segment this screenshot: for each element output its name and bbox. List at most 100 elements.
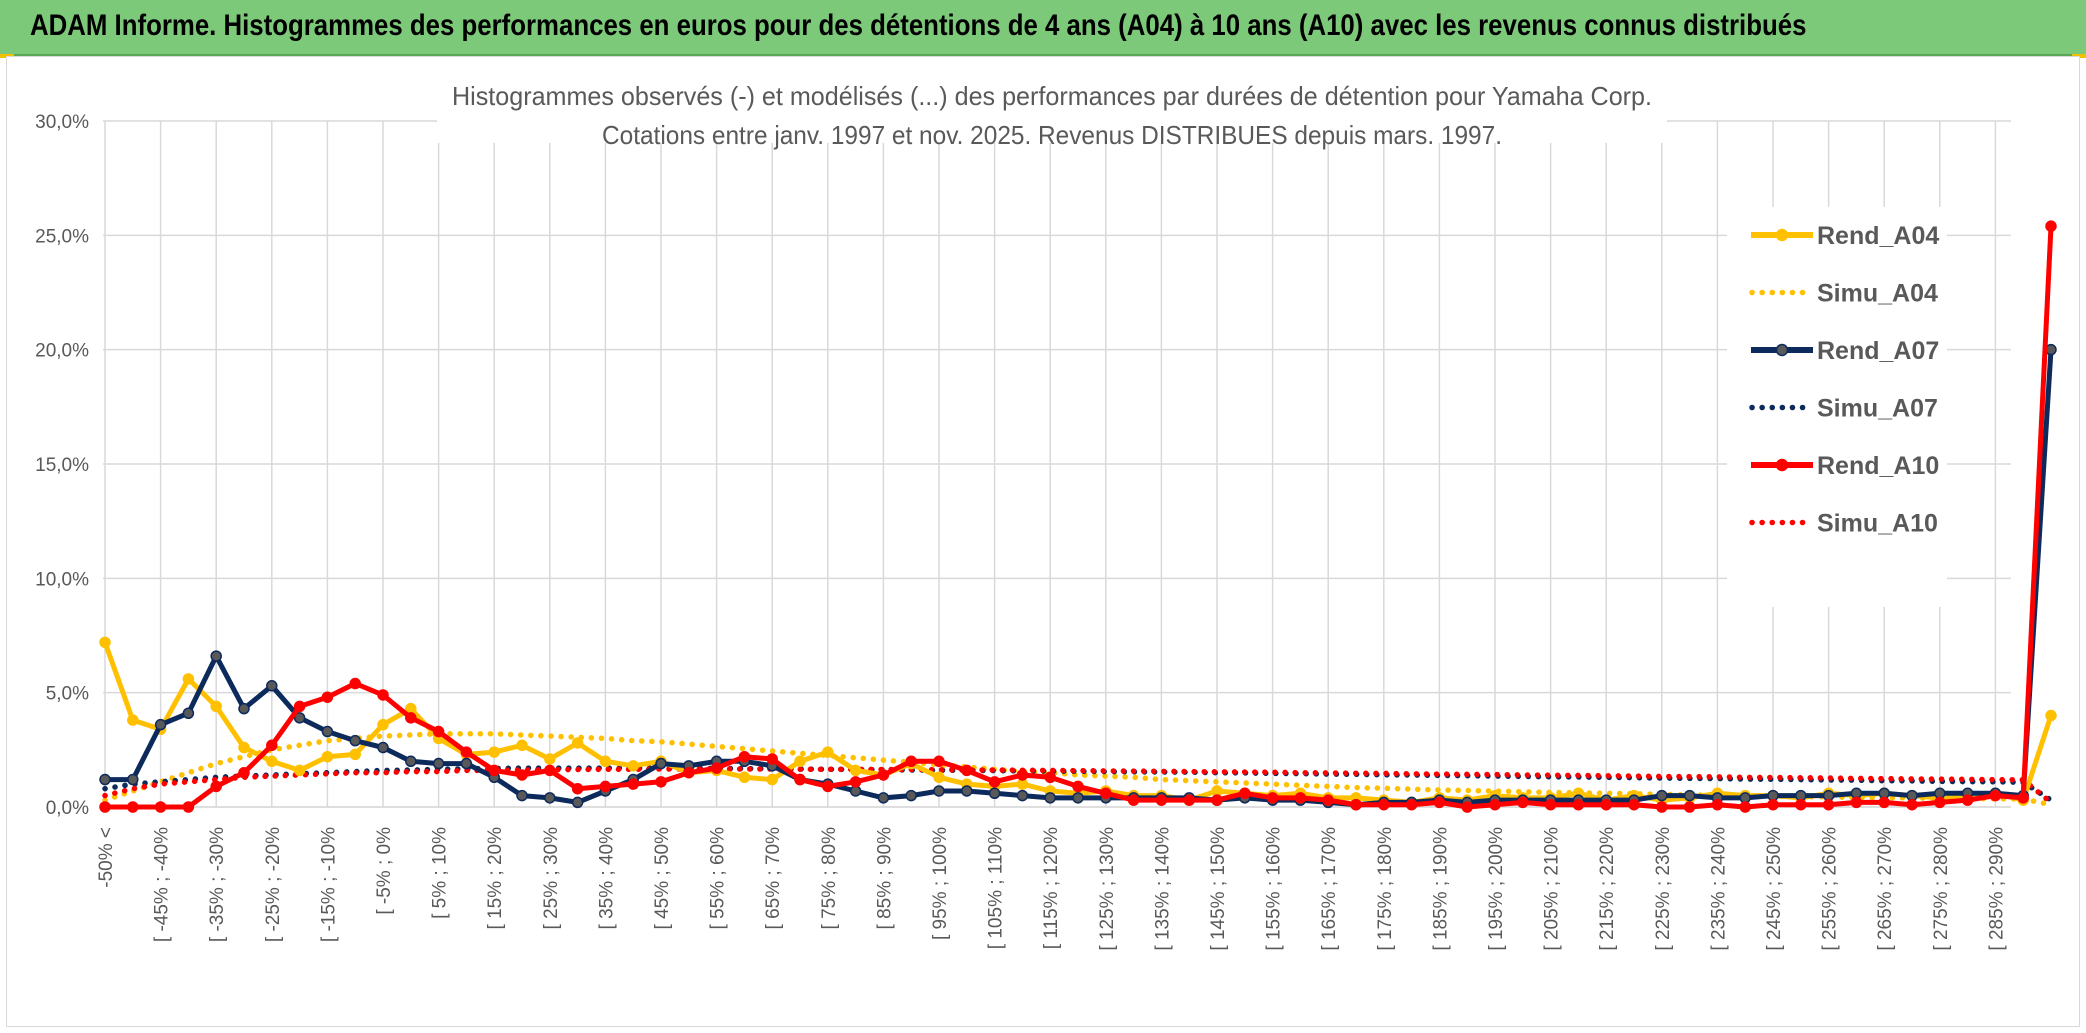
- legend-label: Simu_A07: [1817, 395, 1938, 423]
- data-point: [1989, 789, 2002, 802]
- legend-item-simu-a07: Simu_A07: [1749, 395, 1938, 423]
- x-tick-label: [ 75% ; 80%: [819, 827, 840, 930]
- data-point: [1127, 794, 1140, 806]
- x-tick-label: [ 215% ; 220%: [1597, 827, 1618, 951]
- data-point: [1350, 798, 1362, 811]
- data-point: [266, 755, 278, 768]
- chart-frame: 0,0% 5,0% 10,0% 15,0% 20,0% 25,0% 30,0% -50% <…: [6, 56, 2080, 1027]
- data-point: [599, 755, 612, 768]
- data-point: [2045, 220, 2057, 232]
- x-tick-label: [ 25% ; 30%: [541, 827, 562, 930]
- x-tick-label: [ -45% ; -40%: [152, 827, 173, 942]
- data-point: [266, 739, 278, 752]
- data-point: [877, 769, 890, 781]
- data-point: [1739, 801, 1751, 813]
- x-tick-label: [ 205% ; 210%: [1542, 827, 1563, 951]
- data-point: [1683, 789, 1696, 802]
- data-point: [1934, 796, 1946, 809]
- legend-item-simu-a10: Simu_A10: [1749, 510, 1938, 538]
- data-point: [127, 801, 139, 813]
- data-point: [933, 785, 945, 797]
- legend-marker: [1775, 458, 1789, 472]
- data-point: [1072, 792, 1084, 804]
- data-point: [127, 773, 139, 786]
- legend-item-rend-a04: Rend_A04: [1751, 222, 1939, 250]
- x-tick-label: -50% <: [96, 827, 117, 888]
- data-point: [1211, 794, 1223, 806]
- series-line: [102, 731, 2054, 808]
- x-tick-label: [ 35% ; 40%: [596, 827, 617, 930]
- y-tick-label: 15,0%: [35, 455, 89, 476]
- data-point: [961, 785, 973, 797]
- data-point: [766, 773, 778, 786]
- data-point: [683, 766, 695, 779]
- x-tick-label: [ 125% ; 130%: [1097, 827, 1118, 951]
- data-point: [1044, 771, 1056, 784]
- data-point: [933, 771, 945, 784]
- data-point: [544, 753, 556, 765]
- data-point: [1016, 769, 1029, 781]
- x-tick-label: [ 115% ; 120%: [1041, 827, 1062, 949]
- data-point: [238, 741, 250, 754]
- data-point: [349, 677, 361, 690]
- data-point: [182, 801, 195, 813]
- x-tick-label: [ 65% ; 70%: [763, 827, 784, 930]
- data-point: [349, 748, 361, 761]
- data-point: [571, 782, 584, 795]
- data-point: [961, 764, 973, 777]
- data-point: [933, 755, 945, 768]
- data-point: [266, 680, 278, 692]
- y-tick-label: 25,0%: [35, 226, 89, 247]
- page-title: ADAM Informe. Histogrammes des performan…: [30, 9, 1807, 42]
- data-point: [822, 746, 834, 758]
- x-tick-label: [ 135% ; 140%: [1152, 827, 1173, 951]
- series-simu-a07: [102, 765, 2054, 803]
- legend-label: Rend_A10: [1817, 452, 1939, 480]
- data-point: [627, 760, 639, 772]
- data-point: [516, 769, 528, 781]
- x-tick-label: [ 155% ; 160%: [1264, 827, 1285, 951]
- data-point: [99, 801, 111, 813]
- data-point: [321, 750, 334, 763]
- x-tick-label: [ 55% ; 60%: [708, 827, 729, 930]
- data-point: [182, 707, 195, 719]
- data-point: [1294, 792, 1307, 804]
- x-tick-label: [ 195% ; 200%: [1486, 827, 1507, 951]
- data-point: [1878, 796, 1890, 809]
- data-point: [738, 750, 751, 763]
- legend-marker: [1775, 343, 1789, 357]
- data-point: [1767, 798, 1779, 811]
- data-point: [432, 757, 445, 770]
- series-line: [102, 765, 2054, 803]
- x-tick-label: [ 95% ; 100%: [930, 827, 951, 940]
- data-point: [1544, 798, 1557, 811]
- data-point: [1822, 798, 1835, 811]
- data-point: [988, 776, 1001, 788]
- data-point: [377, 718, 389, 731]
- y-tick-label: 0,0%: [46, 798, 89, 819]
- series-simu-a04: [102, 731, 2054, 808]
- data-point: [293, 712, 306, 724]
- data-point: [1100, 787, 1112, 800]
- x-tick-label: [ -5% ; 0%: [374, 827, 395, 915]
- legend-label: Rend_A04: [1817, 222, 1939, 250]
- data-point: [405, 712, 417, 724]
- data-point: [321, 725, 334, 738]
- data-point: [238, 702, 250, 715]
- data-point: [182, 673, 195, 685]
- data-point: [988, 787, 1001, 800]
- data-point: [627, 778, 639, 790]
- x-tick-label: [ 85% ; 90%: [874, 827, 895, 930]
- grid-layer: [103, 120, 2011, 808]
- x-tick-label: [ 235% ; 240%: [1708, 827, 1729, 951]
- data-point: [1711, 798, 1724, 811]
- data-point: [1795, 798, 1807, 811]
- data-point: [127, 714, 139, 726]
- chart-title-area: Histogrammes observés (-) et modélisés (…: [437, 71, 1667, 150]
- x-tick-label: [ 275% ; 280%: [1931, 827, 1952, 951]
- data-point: [210, 780, 222, 793]
- data-point: [1044, 792, 1056, 804]
- x-tick-label: [ 185% ; 190%: [1430, 827, 1451, 951]
- data-point: [1155, 794, 1168, 806]
- data-point: [1489, 798, 1501, 811]
